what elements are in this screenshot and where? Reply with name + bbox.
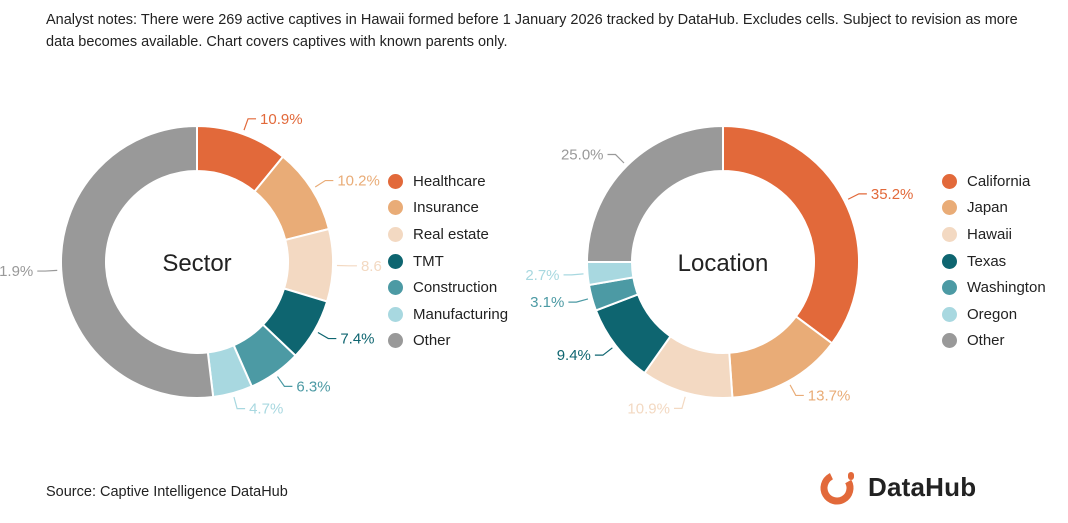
location-value-label-washington: 3.1% xyxy=(530,294,564,311)
sector-legend-swatch xyxy=(388,333,403,349)
location-legend-swatch xyxy=(942,280,957,296)
sector-legend-item-healthcare: Healthcare xyxy=(388,168,508,195)
location-legend-item-texas: Texas xyxy=(942,248,1046,275)
location-leader-hawaii xyxy=(673,396,686,409)
sector-legend-item-insurance: Insurance xyxy=(388,195,508,222)
location-leader-japan xyxy=(789,384,804,397)
location-legend-label: Hawaii xyxy=(967,225,1013,243)
sector-value-label-healthcare: 10.9% xyxy=(260,111,303,128)
sector-legend-swatch xyxy=(388,173,403,189)
location-leader-oregon xyxy=(563,273,584,276)
location-legend-label: Japan xyxy=(967,199,1008,217)
sector-leader-healthcare xyxy=(243,118,257,131)
location-leader-other xyxy=(607,153,625,164)
location-legend-swatch xyxy=(942,173,957,189)
sector-value-label-real-estate: 8.6 xyxy=(361,258,382,275)
location-legend-swatch xyxy=(942,306,957,322)
location-legend-item-japan: Japan xyxy=(942,195,1046,222)
sector-legend-label: Healthcare xyxy=(413,172,486,190)
sector-value-label-construction: 6.3% xyxy=(296,378,330,395)
location-legend: California Japan Hawaii Texas Washington Oreg… xyxy=(942,168,1046,354)
location-legend-label: Texas xyxy=(967,252,1007,270)
sector-leader-tmt xyxy=(317,331,337,340)
location-value-label-other: 25.0% xyxy=(561,147,604,164)
analyst-notes: Analyst notes: There were 269 active cap… xyxy=(46,12,1018,50)
sector-legend-swatch xyxy=(388,226,403,242)
sector-legend-item-tmt: TMT xyxy=(388,248,508,275)
location-leader-california xyxy=(847,193,867,200)
sector-legend-item-real-estate: Real estate xyxy=(388,221,508,248)
sector-legend-item-other: Other xyxy=(388,328,508,355)
sector-leader-insurance xyxy=(314,179,334,188)
datahub-logo-text: DataHub xyxy=(868,471,977,502)
location-legend-swatch xyxy=(942,253,957,269)
location-value-label-oregon: 2.7% xyxy=(525,267,559,284)
location-legend-item-hawaii: Hawaii xyxy=(942,221,1046,248)
sector-legend-item-manufacturing: Manufacturing xyxy=(388,301,508,328)
location-legend-item-oregon: Oregon xyxy=(942,301,1046,328)
datahub-logo-icon xyxy=(820,471,854,505)
sector-value-label-tmt: 7.4% xyxy=(340,331,374,348)
sector-chart-title: Sector xyxy=(162,250,231,277)
location-value-label-hawaii: 10.9% xyxy=(627,400,670,417)
location-legend-label: Oregon xyxy=(967,305,1018,323)
location-value-label-texas: 9.4% xyxy=(557,347,591,364)
source-note: Source: Captive Intelligence DataHub xyxy=(46,484,288,500)
location-value-label-japan: 13.7% xyxy=(808,387,851,404)
datahub-logo: DataHub xyxy=(818,466,976,508)
location-slice-other xyxy=(585,124,724,263)
sector-legend-label: Real estate xyxy=(413,225,489,243)
location-leader-washington xyxy=(568,298,589,303)
location-legend-item-california: California xyxy=(942,168,1046,195)
sector-leader-manufacturing xyxy=(233,396,246,410)
location-legend-label: Washington xyxy=(967,279,1046,297)
location-legend-label: Other xyxy=(967,332,1005,350)
location-slice-california xyxy=(722,124,860,345)
sector-legend-label: Construction xyxy=(413,279,498,297)
sector-leader-construction xyxy=(277,376,293,387)
location-leader-texas xyxy=(594,347,613,356)
sector-legend-label: Manufacturing xyxy=(413,305,509,323)
location-legend-label: California xyxy=(967,172,1031,190)
sector-slice-other xyxy=(60,124,215,399)
donut-charts: 10.9% 10.2% 8.6 7.4% 6.3% 4.7% 51.9% Sector 35.2… xyxy=(0,111,914,418)
sector-legend-item-construction: Construction xyxy=(388,274,508,301)
sector-legend-swatch xyxy=(388,253,403,269)
location-legend-swatch xyxy=(942,226,957,242)
sector-value-label-insurance: 10.2% xyxy=(337,173,380,190)
sector-leader-other xyxy=(37,269,58,272)
sector-legend-swatch xyxy=(388,306,403,322)
sector-legend: Healthcare Insurance Real estate TMT Constru… xyxy=(388,168,508,354)
sector-legend-label: Insurance xyxy=(413,199,479,217)
location-chart-title: Location xyxy=(678,250,769,277)
sector-legend-swatch xyxy=(388,280,403,296)
sector-value-label-manufacturing: 4.7% xyxy=(249,401,283,418)
sector-value-label-other: 51.9% xyxy=(0,263,33,280)
sector-legend-swatch xyxy=(388,200,403,216)
sector-legend-label: Other xyxy=(413,332,451,350)
location-legend-swatch xyxy=(942,333,957,349)
location-legend-item-washington: Washington xyxy=(942,274,1046,301)
location-legend-swatch xyxy=(942,200,957,216)
location-legend-item-other: Other xyxy=(942,328,1046,355)
sector-legend-label: TMT xyxy=(413,252,444,270)
location-value-label-california: 35.2% xyxy=(871,186,914,203)
